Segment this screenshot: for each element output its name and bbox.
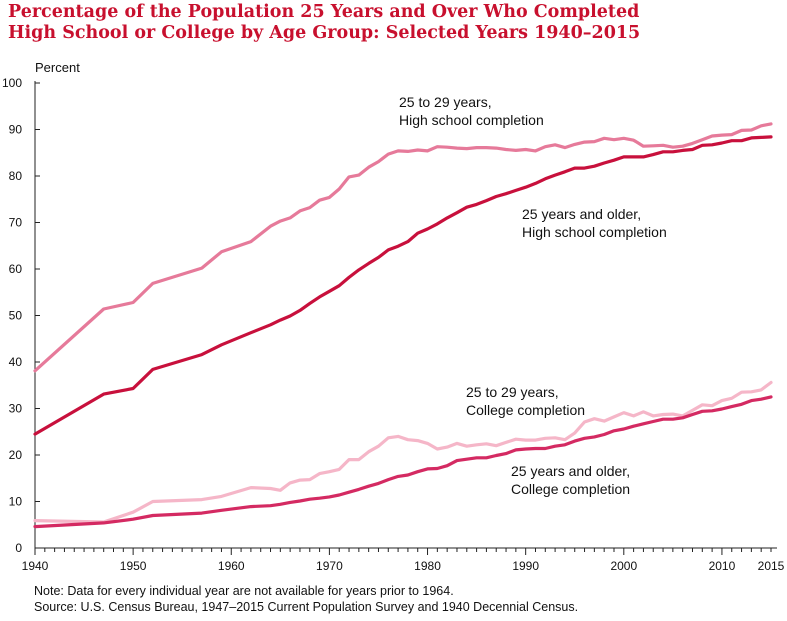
chart-title: Percentage of the Population 25 Years an… <box>8 2 778 44</box>
x-tick-label: 1980 <box>414 559 441 573</box>
series-line-4 <box>33 395 773 529</box>
footnotes: Note: Data for every individual year are… <box>34 583 774 615</box>
y-tick-label: 80 <box>9 169 23 183</box>
y-tick-label: 50 <box>9 309 23 323</box>
footnote-source: Source: U.S. Census Bureau, 1947–2015 Cu… <box>34 600 579 614</box>
y-tick-label: 20 <box>9 448 23 462</box>
x-tick-label: 1940 <box>22 559 49 573</box>
series-label-4: 25 years and older, <box>511 463 630 479</box>
x-tick-label: 2000 <box>610 559 637 573</box>
series-label-4: College completion <box>511 481 630 497</box>
series-label-1: High school completion <box>399 112 544 128</box>
y-tick-label: 70 <box>9 216 23 230</box>
footnote-note: Note: Data for every individual year are… <box>34 584 454 598</box>
y-tick-label: 40 <box>9 355 23 369</box>
series-label-3: 25 to 29 years, <box>466 384 559 400</box>
chart-title-line-2: High School or College by Age Group: Sel… <box>8 23 641 43</box>
series-label-3: College completion <box>466 402 585 418</box>
series-line-1 <box>33 122 773 373</box>
y-tick-label: 0 <box>15 541 22 555</box>
y-tick-label: 30 <box>9 402 23 416</box>
series-line-2 <box>33 135 773 436</box>
series-label-1: 25 to 29 years, <box>399 94 492 110</box>
series-label-2: High school completion <box>522 224 667 240</box>
y-tick-label: 100 <box>2 76 22 90</box>
chart-series-labels: 25 to 29 years, High school completion 25 … <box>399 94 667 497</box>
chart-axes: Percent 0 10 20 30 40 50 60 70 80 90 100 1940 1950 196… <box>2 60 785 573</box>
chart-series-lines <box>33 122 773 529</box>
x-tick-label: 1990 <box>512 559 539 573</box>
y-tick-label: 60 <box>9 262 23 276</box>
x-tick-label: 2010 <box>709 559 736 573</box>
x-tick-label: 2015 <box>758 559 785 573</box>
x-tick-label: 1960 <box>218 559 245 573</box>
y-axis-label: Percent <box>35 60 80 75</box>
chart-title-line-1: Percentage of the Population 25 Years an… <box>8 2 640 22</box>
y-tick-label: 10 <box>9 495 23 509</box>
x-tick-label: 1950 <box>120 559 147 573</box>
y-tick-label: 90 <box>9 123 23 137</box>
series-line-3 <box>33 380 773 524</box>
x-tick-label: 1970 <box>316 559 343 573</box>
series-label-2: 25 years and older, <box>522 206 641 222</box>
